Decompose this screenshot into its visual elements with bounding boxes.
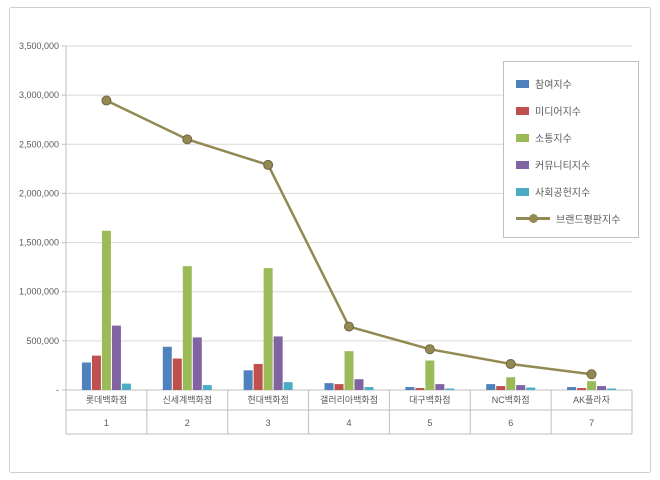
bar-커뮤니티지수-2 xyxy=(192,337,202,390)
bar-미디어지수-2 xyxy=(172,358,182,390)
y-axis-label: 2,500,000 xyxy=(19,139,59,149)
bar-참여지수-5 xyxy=(405,387,415,390)
bar-소통지수-3 xyxy=(263,268,273,390)
x-axis-rank-label: 4 xyxy=(346,418,351,428)
x-axis-category-label: AK플라자 xyxy=(573,395,611,405)
legend-item-브랜드평판지수: 브랜드평판지수 xyxy=(516,205,634,232)
legend-label: 참여지수 xyxy=(535,80,572,91)
x-axis-rank-label: 7 xyxy=(589,418,594,428)
x-axis-rank-label: 6 xyxy=(508,418,513,428)
legend-item-참여지수: 참여지수 xyxy=(516,70,634,97)
x-axis-category-label: NC백화점 xyxy=(492,394,530,405)
legend-item-미디어지수: 미디어지수 xyxy=(516,97,634,124)
x-axis-category-label: 현대백화점 xyxy=(247,394,288,405)
bar-미디어지수-1 xyxy=(91,355,101,390)
bar-미디어지수-7 xyxy=(577,388,587,390)
y-axis-label: 2,000,000 xyxy=(19,188,59,198)
bar-커뮤니티지수-1 xyxy=(111,325,121,390)
legend-item-소통지수: 소통지수 xyxy=(516,124,634,151)
legend-bar-swatch-icon xyxy=(516,160,529,169)
x-axis-category-label: 갤러리아백화점 xyxy=(320,394,378,405)
x-axis-rank-label: 5 xyxy=(427,418,432,428)
bar-사회공헌지수-2 xyxy=(202,385,212,390)
bar-사회공헌지수-4 xyxy=(364,387,374,390)
y-axis-label: - xyxy=(56,385,59,395)
bar-커뮤니티지수-5 xyxy=(435,384,445,390)
line-marker-3 xyxy=(263,159,274,170)
bar-커뮤니티지수-4 xyxy=(354,379,364,390)
bar-소통지수-4 xyxy=(344,351,354,390)
x-axis-category-label: 신세계백화점 xyxy=(162,394,212,405)
legend-label: 브랜드평판지수 xyxy=(556,215,621,226)
bar-소통지수-7 xyxy=(587,381,597,390)
bar-미디어지수-4 xyxy=(334,384,344,390)
bar-사회공헌지수-3 xyxy=(283,382,293,390)
line-marker-4 xyxy=(344,321,354,332)
line-marker-6 xyxy=(505,358,516,369)
legend-bar-swatch-icon xyxy=(516,79,529,88)
bar-사회공헌지수-5 xyxy=(445,388,455,390)
bar-커뮤니티지수-6 xyxy=(516,385,526,390)
bar-사회공헌지수-1 xyxy=(121,383,131,390)
legend-label: 사회공헌지수 xyxy=(535,188,591,199)
legend-label: 커뮤니티지수 xyxy=(535,161,591,172)
bar-사회공헌지수-7 xyxy=(607,388,617,390)
x-axis-rank-label: 3 xyxy=(266,418,271,428)
bar-참여지수-2 xyxy=(162,346,172,390)
legend-bar-swatch-icon xyxy=(516,133,529,142)
line-marker-7 xyxy=(586,369,597,380)
bar-참여지수-7 xyxy=(567,387,577,390)
legend-line-swatch-icon xyxy=(516,214,550,223)
bar-참여지수-6 xyxy=(486,384,496,390)
line-marker-2 xyxy=(182,134,193,145)
bar-미디어지수-5 xyxy=(415,388,425,390)
y-axis-label: 1,000,000 xyxy=(19,287,59,297)
bar-커뮤니티지수-3 xyxy=(273,336,283,390)
bar-참여지수-1 xyxy=(81,362,91,390)
y-axis-label: 500,000 xyxy=(26,336,59,346)
bar-소통지수-1 xyxy=(101,230,111,390)
line-marker-1 xyxy=(101,95,112,106)
legend-label: 미디어지수 xyxy=(535,107,581,118)
bar-사회공헌지수-6 xyxy=(526,387,536,390)
x-axis-category-label: 대구백화점 xyxy=(409,394,450,405)
legend-bar-swatch-icon xyxy=(516,106,529,115)
legend-line-marker-icon xyxy=(529,214,538,223)
bar-소통지수-2 xyxy=(182,266,192,390)
x-axis-category-label: 롯데백화점 xyxy=(86,394,127,405)
y-axis-label: 3,500,000 xyxy=(19,41,59,51)
bar-미디어지수-6 xyxy=(496,386,506,390)
legend-bar-swatch-icon xyxy=(516,187,529,196)
bar-참여지수-4 xyxy=(324,383,334,390)
x-axis-rank-label: 2 xyxy=(185,418,190,428)
legend-label: 소통지수 xyxy=(535,134,572,145)
bar-소통지수-5 xyxy=(425,360,435,390)
legend-item-커뮤니티지수: 커뮤니티지수 xyxy=(516,151,634,178)
legend-item-사회공헌지수: 사회공헌지수 xyxy=(516,178,634,205)
bar-소통지수-6 xyxy=(506,377,516,390)
y-axis-label: 1,500,000 xyxy=(19,238,59,248)
line-marker-5 xyxy=(424,344,435,355)
y-axis-label: 3,000,000 xyxy=(19,90,59,100)
bar-커뮤니티지수-7 xyxy=(597,386,607,390)
x-axis-rank-label: 1 xyxy=(104,418,109,428)
bar-미디어지수-3 xyxy=(253,363,263,390)
bar-참여지수-3 xyxy=(243,370,253,390)
